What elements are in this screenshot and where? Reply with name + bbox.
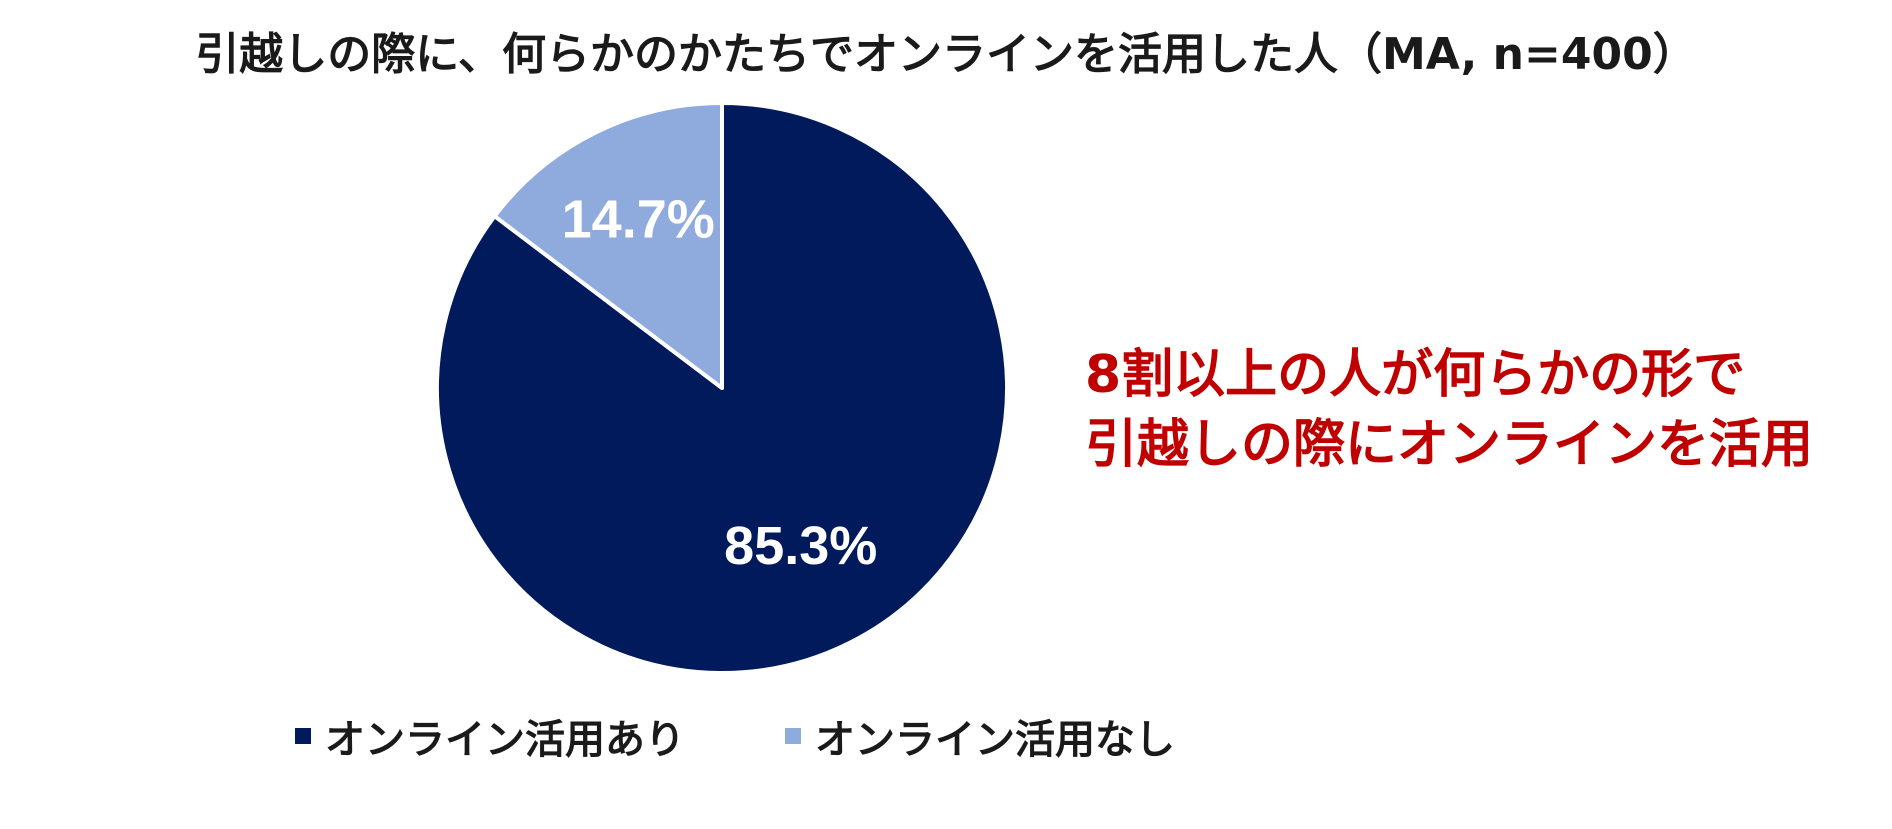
legend-swatch-online-yes (295, 728, 311, 744)
callout-line-1: 8割以上の人が何らかの形で (1085, 345, 1746, 405)
pie-data-label-online-no: 14.7% (562, 190, 715, 250)
legend-label-online-no: オンライン活用なし (815, 717, 1175, 763)
pie-data-label-online-yes: 85.3% (724, 516, 877, 576)
legend-item-online-no: オンライン活用なし (785, 707, 1175, 765)
callout-line-2: 引越しの際にオンラインを活用 (1085, 415, 1814, 475)
pie-slice-online-no (492, 101, 724, 390)
legend-label-online-yes: オンライン活用あり (325, 717, 685, 763)
legend-item-online-yes: オンライン活用あり (295, 707, 685, 765)
callout-annotation: 8割以上の人が何らかの形で 引越しの際にオンラインを活用 (1085, 340, 1813, 480)
legend-swatch-online-no (785, 728, 801, 744)
chart-legend: オンライン活用あり オンライン活用なし (295, 707, 1275, 765)
chart-title: 引越しの際に、何らかのかたちでオンラインを活用した人（MA, n=400） (195, 29, 1697, 80)
